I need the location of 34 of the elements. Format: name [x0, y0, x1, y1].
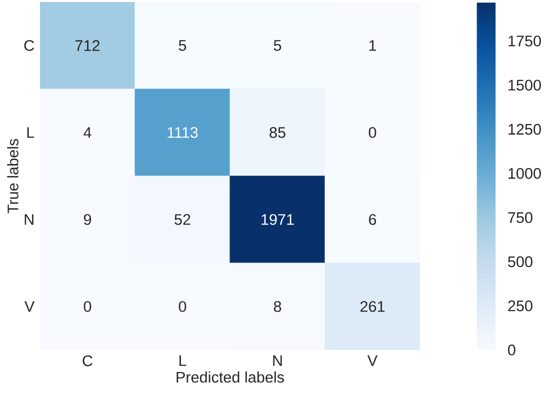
data-label: 0 [368, 127, 376, 138]
data-label: 712 [76, 40, 100, 51]
data-label: 8 [274, 301, 282, 312]
data-label: 1113 [168, 127, 198, 138]
x-tick-label: N [273, 355, 282, 366]
y-tick-label: N [24, 214, 34, 225]
data-label: 261 [360, 301, 385, 312]
y-tick-label: V [24, 301, 35, 312]
data-label: 6 [369, 214, 376, 225]
x-tick-label: V [367, 355, 378, 366]
data-label: 5 [274, 40, 282, 51]
y-tick-label: C [24, 40, 34, 51]
color-bar-label: 0 [508, 344, 516, 356]
x-tick-label: C [82, 355, 92, 366]
data-label: 4 [84, 127, 92, 138]
data-label: 85 [270, 127, 286, 138]
x-axis-title: Predicted labels [176, 371, 284, 383]
data-label: 1971 [262, 214, 294, 225]
color-bar-label: 1500 [508, 80, 541, 91]
data-label: 0 [178, 301, 186, 312]
y-axis-title: True labels [7, 138, 18, 214]
color-bar-label: 1000 [508, 168, 541, 179]
color-bar-label: 750 [508, 212, 532, 223]
color-bar-label: 1750 [508, 36, 541, 46]
color-bar-label: 1250 [508, 124, 541, 135]
y-tick-label: L [27, 127, 34, 138]
data-label: 52 [174, 214, 190, 225]
data-label: 1 [369, 40, 376, 51]
data-label: 0 [84, 301, 92, 312]
color-bar-label: 250 [508, 300, 532, 312]
data-label: 5 [178, 40, 186, 51]
data-label: 9 [84, 214, 92, 225]
color-bar-label: 500 [508, 256, 532, 268]
x-tick-label: L [179, 355, 186, 366]
